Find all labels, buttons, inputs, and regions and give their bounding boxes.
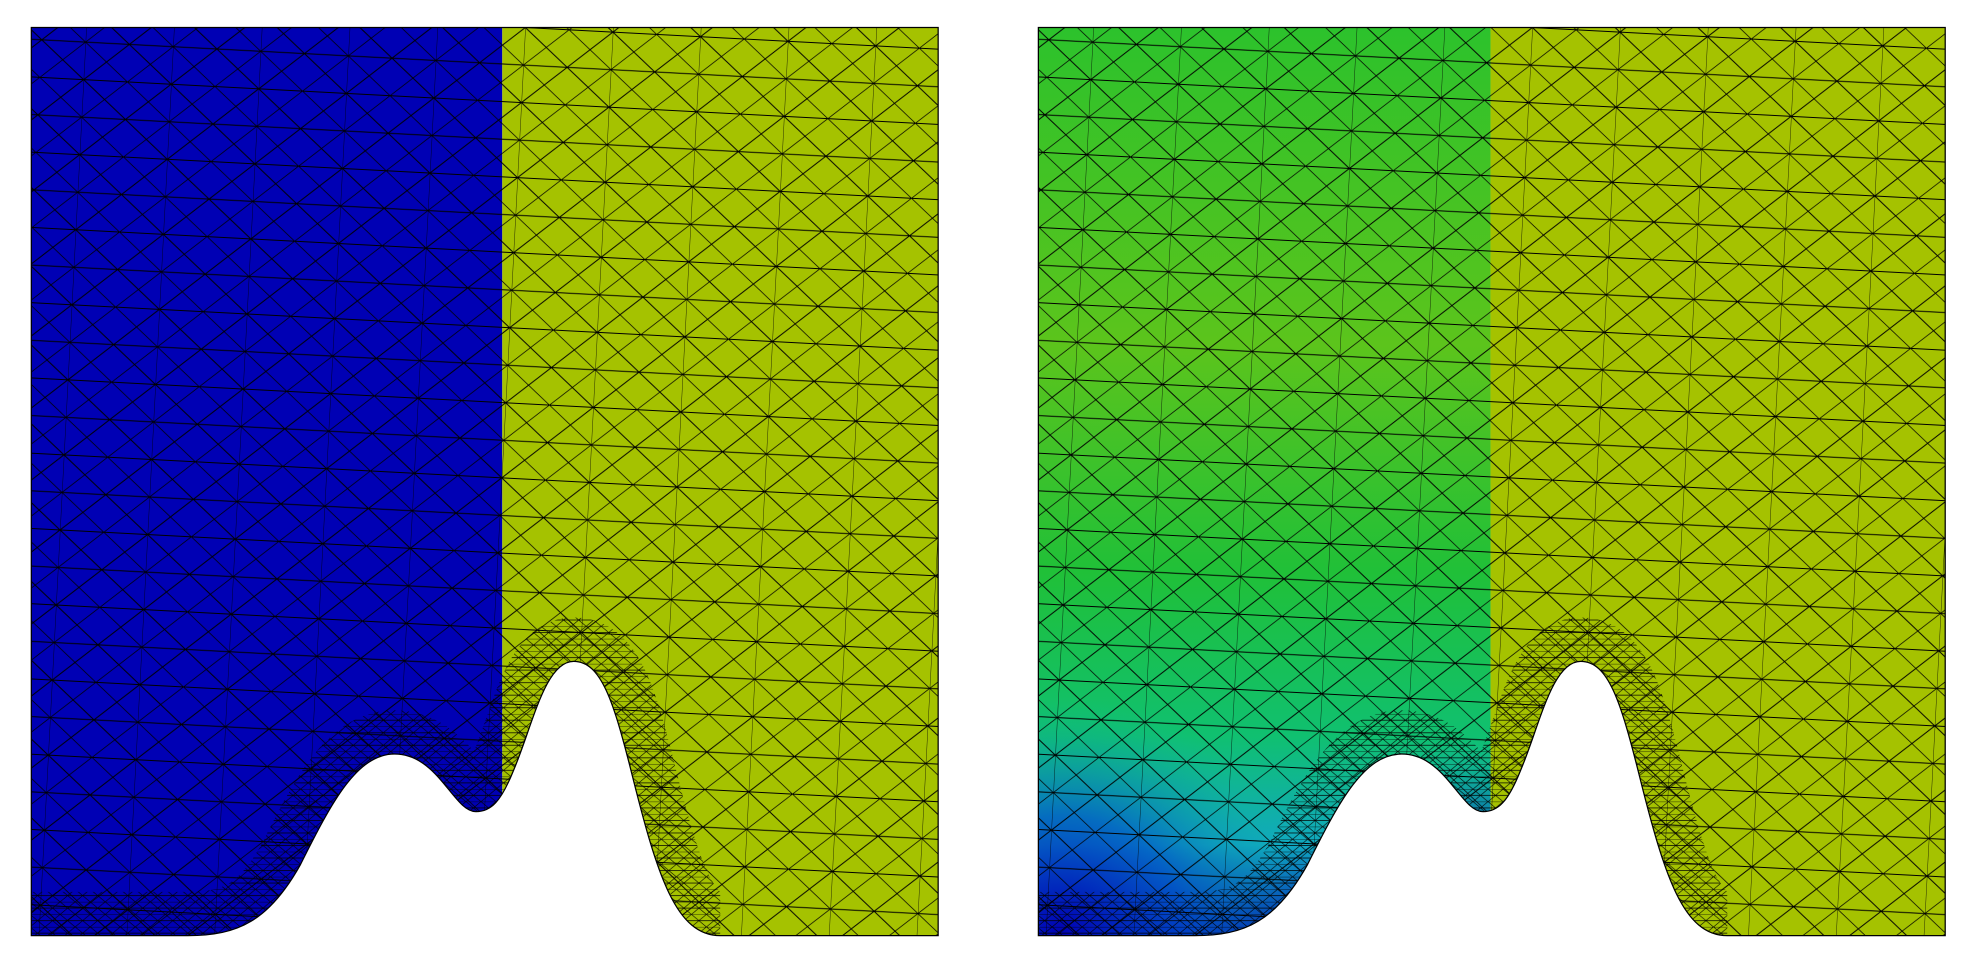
right-outline	[1037, 26, 1946, 937]
mesh	[31, 28, 938, 936]
mesh	[1038, 28, 1945, 936]
left-panel	[31, 28, 938, 936]
right-panel	[1037, 26, 1946, 937]
left-outline	[30, 26, 939, 937]
